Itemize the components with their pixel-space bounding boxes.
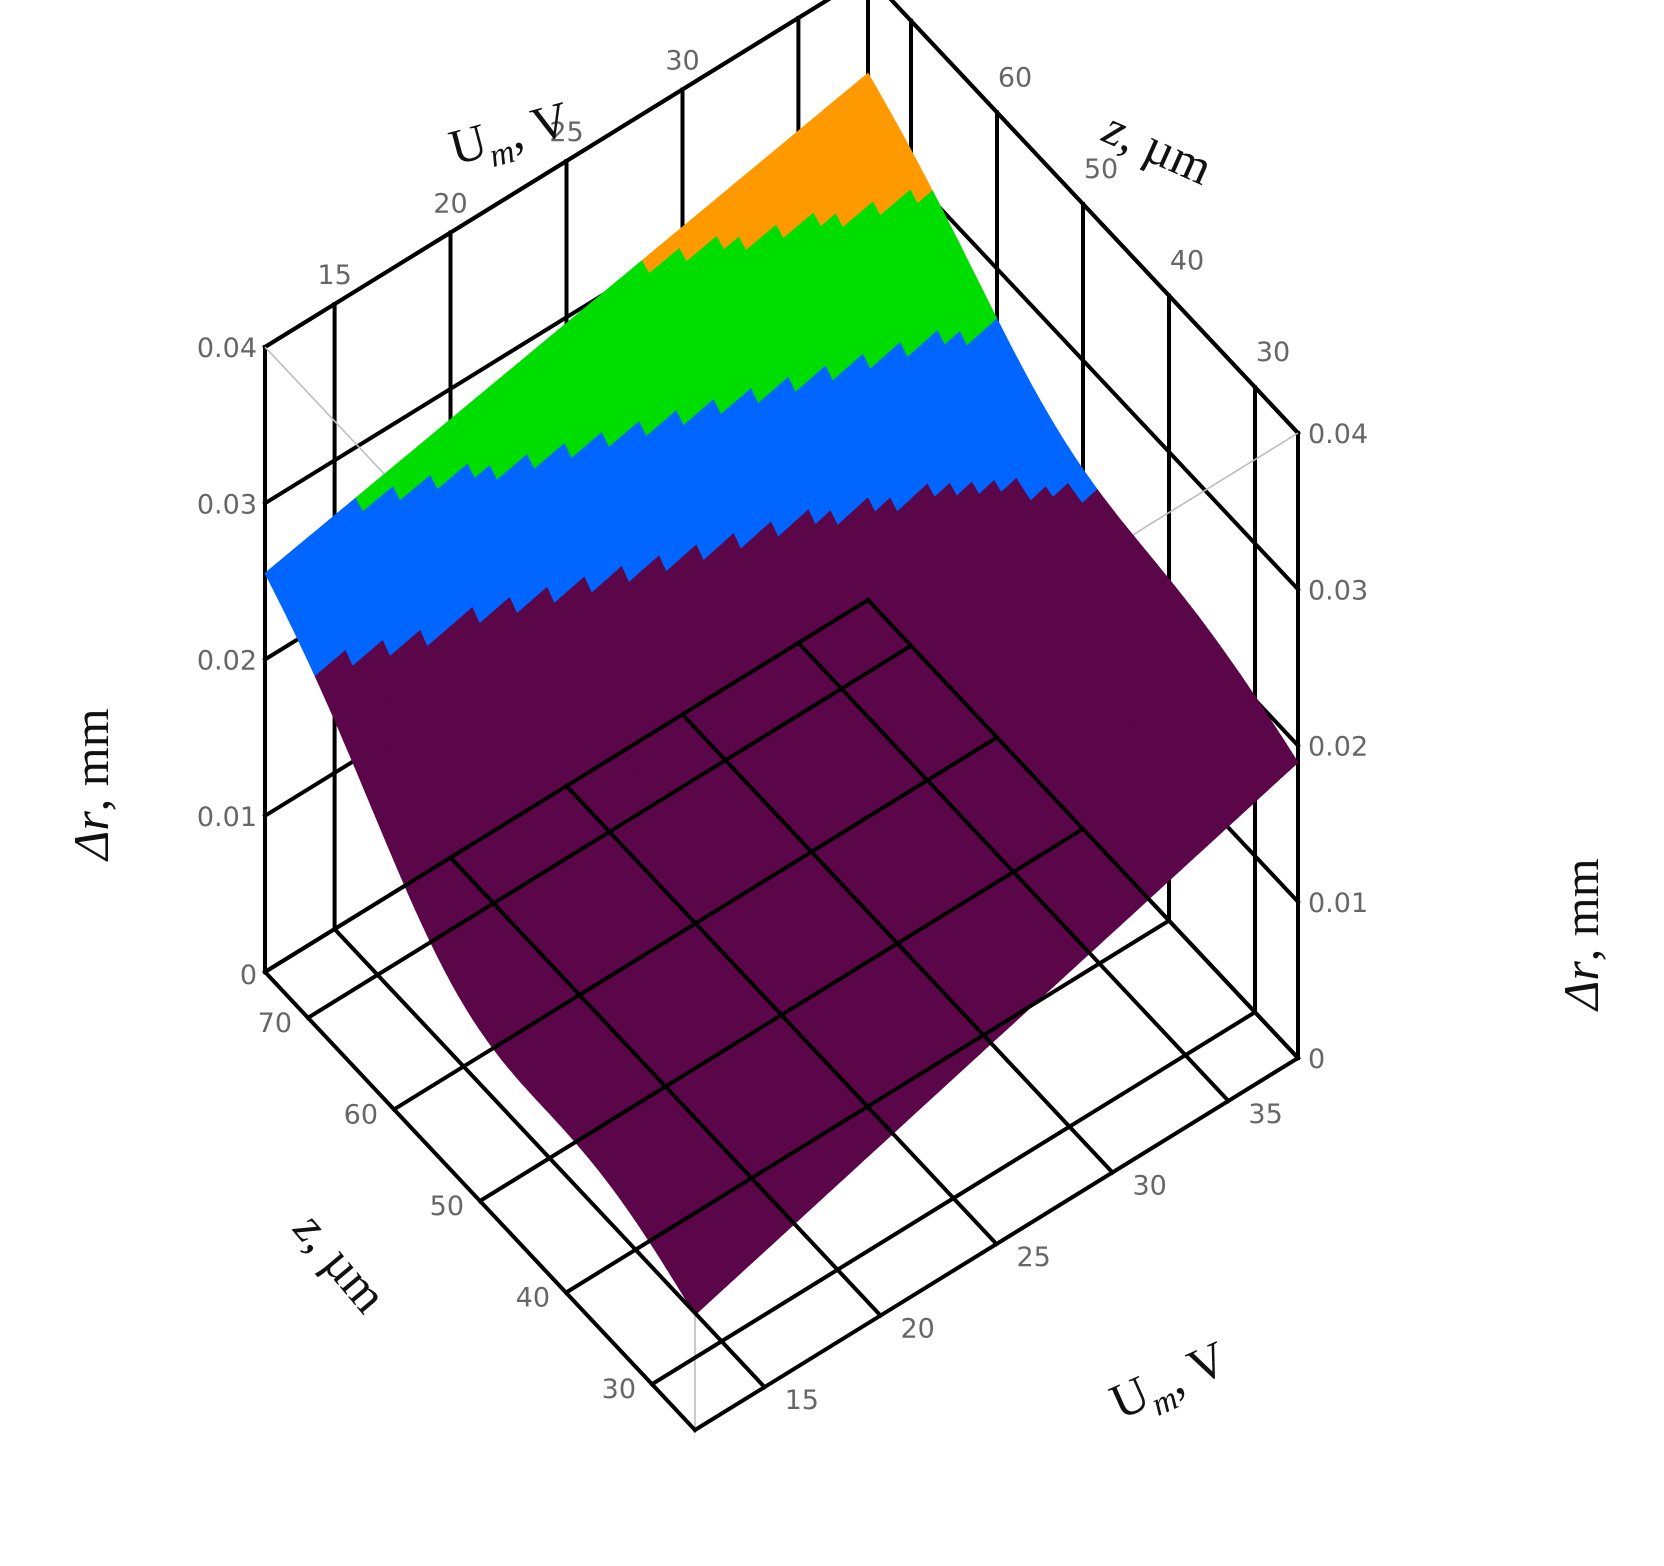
tick-label-z-bottom: 30 <box>602 1374 636 1405</box>
box-edge <box>262 969 698 1433</box>
tick-label-u-bottom: 15 <box>785 1385 819 1416</box>
box-edge <box>262 0 832 350</box>
tick-label-u-top: 15 <box>317 260 351 291</box>
y-axis-title-right: Δr, mm <box>1553 858 1609 1012</box>
tick-label-dr-right: 0.03 <box>1308 575 1368 606</box>
y-axis-title-left: Δr, mm <box>63 708 119 862</box>
tick-label-u-top: 35 <box>781 0 815 5</box>
tick-label-dr-left: 0.04 <box>197 333 257 364</box>
x-axis-title-top: Um, V <box>443 90 577 184</box>
tick-label-z-top: 50 <box>1084 154 1118 185</box>
gridline-floor-z <box>477 826 1086 1204</box>
surface-polygons <box>264 72 1299 1316</box>
z-axis-title-bottom: z, µm <box>283 1200 399 1323</box>
tick-label-z-top: 70 <box>912 0 946 2</box>
tick-label-u-top: 20 <box>433 189 467 220</box>
box-edge <box>692 1055 1301 1433</box>
box-edge <box>865 597 1301 1061</box>
tick-label-z-bottom: 40 <box>516 1283 550 1314</box>
x-axis-title-bottom: Um, V <box>1102 1330 1239 1439</box>
box-edge <box>888 0 1301 436</box>
tick-label-u-top: 25 <box>549 117 583 148</box>
tick-label-dr-left: 0.03 <box>197 489 257 520</box>
tick-label-z-bottom: 50 <box>430 1191 464 1222</box>
gridline-floor-z <box>391 734 1000 1113</box>
front-grid <box>262 597 1301 1433</box>
tick-label-u-bottom: 35 <box>1248 1099 1282 1130</box>
tick-label-u-bottom: 30 <box>1133 1171 1167 1202</box>
tick-label-z-top: 60 <box>998 62 1032 93</box>
tick-label-dr-left: 0.02 <box>197 646 257 677</box>
gridline-floor-z <box>305 643 914 1021</box>
tick-label-dr-left: 0.01 <box>197 802 257 833</box>
tick-labels: 15 20 25 30 35 30 40 50 60 70 0.01 0.02 0.03 0.04 0 0 0.… <box>197 0 1368 1416</box>
tick-label-z-bottom: 60 <box>344 1099 378 1130</box>
tick-label-dr-right: 0.02 <box>1308 732 1368 763</box>
gridline-floor-z <box>563 917 1172 1296</box>
tick-label-u-bottom: 20 <box>901 1314 935 1345</box>
gridline-floor-z <box>649 1009 1258 1387</box>
tick-label-dr-left: 0 <box>240 960 257 991</box>
tick-label-u-bottom: 25 <box>1017 1242 1051 1273</box>
tick-label-z-top: 30 <box>1256 337 1290 368</box>
tick-label-z-bottom: 70 <box>258 1008 292 1039</box>
tick-label-z-top: 40 <box>1170 246 1204 277</box>
tick-label-dr-right: 0.01 <box>1308 888 1368 919</box>
tick-label-u-top: 30 <box>665 46 699 77</box>
tick-label-dr-right: 0 <box>1308 1044 1325 1075</box>
tick-label-dr-right: 0.04 <box>1308 419 1368 450</box>
box-edge <box>262 597 871 975</box>
